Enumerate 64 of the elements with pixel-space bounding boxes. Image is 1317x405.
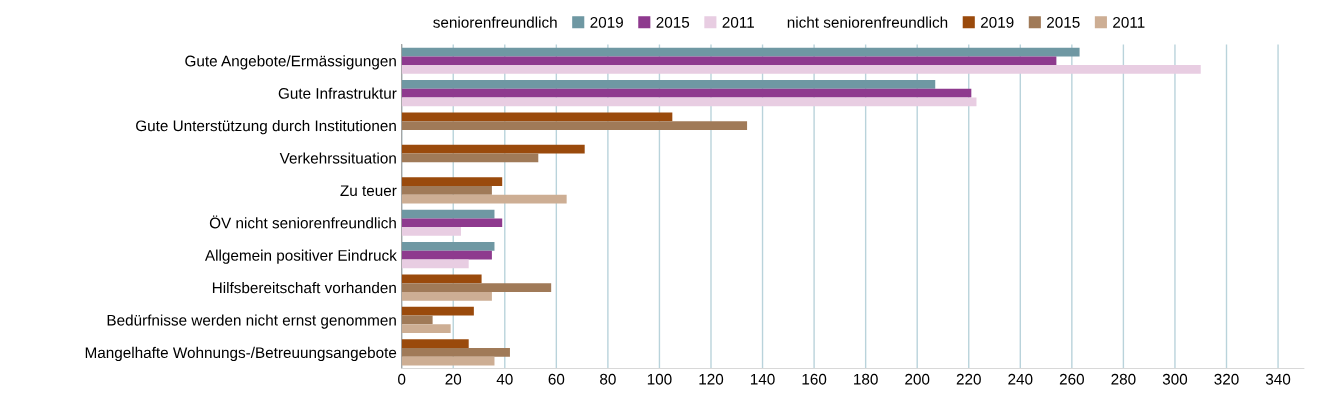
x-tick-label: 320 — [1214, 373, 1239, 385]
x-tick-label: 40 — [496, 373, 513, 385]
x-tick-label: 280 — [1111, 373, 1136, 385]
y-tick-label: Bedürfnisse werden nicht ernst genommen — [107, 314, 396, 329]
y-tick-label: Gute Infrastruktur — [278, 87, 397, 99]
bar — [401, 88, 972, 98]
y-tick-label: Allgemein positiver Eindruck — [204, 249, 397, 264]
x-tick-label: 80 — [600, 373, 616, 385]
y-tick-label: Zu teuer — [340, 185, 397, 197]
bar — [401, 339, 469, 348]
legend-label: 2015 — [1047, 16, 1080, 28]
bar — [401, 56, 1057, 66]
bar — [401, 315, 433, 325]
x-tick-label: 300 — [1162, 373, 1188, 385]
y-tick-label: Hilfsbereitschaft vorhanden — [212, 282, 396, 294]
legend-label: 2019 — [980, 16, 1014, 28]
bar — [401, 144, 585, 154]
bar — [401, 356, 495, 366]
x-tick-label: 140 — [750, 373, 775, 385]
legend-label: 2011 — [1113, 16, 1145, 28]
bar — [401, 47, 1080, 57]
bar — [401, 283, 552, 292]
bar — [401, 306, 474, 316]
bar — [401, 324, 451, 334]
text: seniorenfreundlich — [433, 16, 557, 28]
x-tick-label: 20 — [445, 373, 462, 385]
bar — [401, 185, 492, 195]
bar — [401, 218, 503, 228]
legend-label: 2019 — [590, 16, 623, 28]
bar — [401, 97, 977, 107]
x-tick-label: 240 — [1008, 373, 1033, 385]
y-tick-label: Mangelhafte Wohnungs-/Betreuungsangebote — [85, 346, 397, 362]
bar — [401, 121, 748, 130]
x-tick-label: 60 — [548, 373, 565, 385]
y-tick-label: ÖV nicht seniorenfreundlich — [209, 215, 396, 229]
bar — [401, 347, 510, 357]
bar — [401, 153, 539, 163]
y-tick-label: Gute Angebote/Ermässigungen — [185, 55, 396, 70]
bar — [401, 80, 936, 89]
bar — [401, 274, 482, 284]
bar — [401, 112, 673, 122]
x-tick-label: 0 — [398, 373, 406, 385]
bar — [401, 242, 495, 251]
legend-label: 2015 — [656, 16, 690, 28]
x-tick-label: 220 — [956, 373, 981, 385]
bar — [401, 250, 492, 260]
text: nicht seniorenfreundlich — [787, 16, 948, 28]
bar — [401, 209, 495, 219]
bar — [401, 65, 1201, 74]
x-tick-label: 260 — [1059, 373, 1084, 385]
x-tick-label: 180 — [854, 373, 878, 385]
x-tick-label: 200 — [905, 373, 930, 385]
legend-label: 2011 — [722, 16, 754, 28]
y-tick-label: Gute Unterstützung durch Institutionen — [136, 120, 396, 135]
bar — [401, 177, 503, 186]
x-tick-label: 100 — [647, 373, 672, 385]
bar — [401, 291, 492, 301]
x-tick-label: 120 — [699, 373, 724, 385]
bar — [401, 259, 469, 269]
y-tick-label: Verkehrssituation — [279, 152, 396, 164]
x-tick-label: 160 — [802, 373, 827, 385]
x-tick-label: 340 — [1265, 373, 1291, 385]
bar — [401, 227, 461, 236]
bar — [401, 194, 567, 204]
